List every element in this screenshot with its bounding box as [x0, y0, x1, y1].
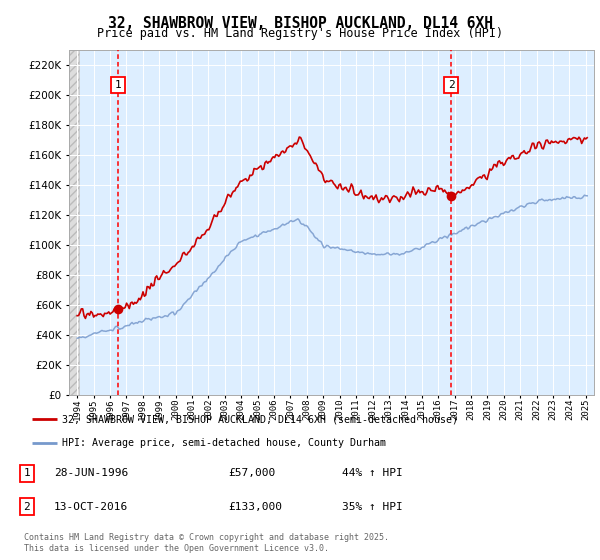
Text: Price paid vs. HM Land Registry's House Price Index (HPI): Price paid vs. HM Land Registry's House …	[97, 27, 503, 40]
Text: 35% ↑ HPI: 35% ↑ HPI	[342, 502, 403, 512]
Text: 1: 1	[23, 468, 31, 478]
Text: 1: 1	[115, 80, 121, 90]
Text: 2: 2	[23, 502, 31, 512]
Text: £133,000: £133,000	[228, 502, 282, 512]
Text: 13-OCT-2016: 13-OCT-2016	[54, 502, 128, 512]
Text: HPI: Average price, semi-detached house, County Durham: HPI: Average price, semi-detached house,…	[62, 438, 386, 448]
Text: 32, SHAWBROW VIEW, BISHOP AUCKLAND, DL14 6XH (semi-detached house): 32, SHAWBROW VIEW, BISHOP AUCKLAND, DL14…	[62, 414, 458, 424]
Bar	[69, 50, 79, 395]
Text: 28-JUN-1996: 28-JUN-1996	[54, 468, 128, 478]
Text: 44% ↑ HPI: 44% ↑ HPI	[342, 468, 403, 478]
Text: £57,000: £57,000	[228, 468, 275, 478]
Text: 32, SHAWBROW VIEW, BISHOP AUCKLAND, DL14 6XH: 32, SHAWBROW VIEW, BISHOP AUCKLAND, DL14…	[107, 16, 493, 31]
Text: 2: 2	[448, 80, 454, 90]
Text: Contains HM Land Registry data © Crown copyright and database right 2025.
This d: Contains HM Land Registry data © Crown c…	[24, 533, 389, 553]
